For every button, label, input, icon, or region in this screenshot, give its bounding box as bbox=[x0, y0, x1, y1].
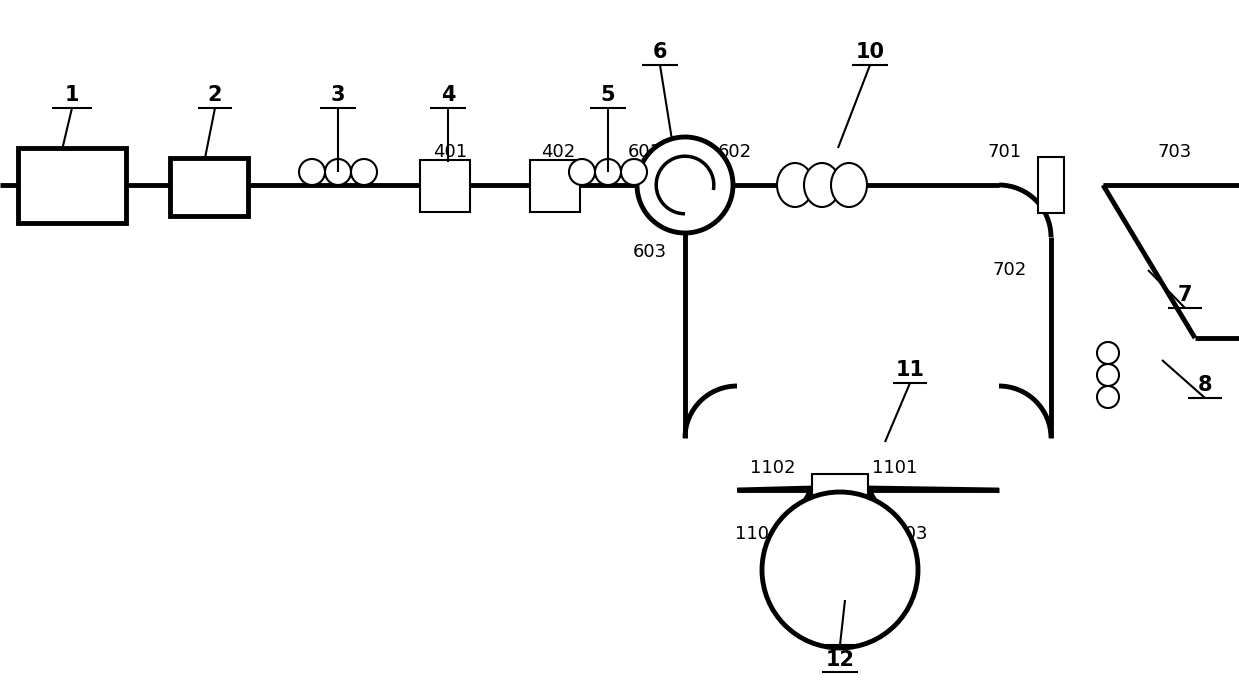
Circle shape bbox=[1097, 364, 1119, 386]
Circle shape bbox=[299, 159, 325, 185]
Circle shape bbox=[762, 492, 918, 648]
Text: 1103: 1103 bbox=[882, 525, 928, 543]
Text: 401: 401 bbox=[432, 143, 467, 161]
Text: 603: 603 bbox=[633, 243, 667, 261]
Circle shape bbox=[621, 159, 647, 185]
Circle shape bbox=[1097, 342, 1119, 364]
Bar bbox=[1038, 157, 1064, 213]
Text: 703: 703 bbox=[1158, 143, 1192, 161]
Text: 1102: 1102 bbox=[751, 459, 795, 477]
Text: 7: 7 bbox=[1178, 285, 1192, 305]
Bar bbox=[812, 474, 869, 502]
Text: 702: 702 bbox=[992, 261, 1027, 279]
Ellipse shape bbox=[831, 163, 867, 207]
Bar bbox=[170, 158, 248, 216]
Text: 601: 601 bbox=[628, 143, 662, 161]
Text: 4: 4 bbox=[441, 85, 455, 105]
Text: 2: 2 bbox=[208, 85, 222, 105]
Bar bbox=[420, 160, 470, 212]
Circle shape bbox=[569, 159, 595, 185]
Circle shape bbox=[1097, 386, 1119, 408]
Text: 1101: 1101 bbox=[872, 459, 918, 477]
Text: 701: 701 bbox=[987, 143, 1022, 161]
Circle shape bbox=[351, 159, 377, 185]
Ellipse shape bbox=[777, 163, 813, 207]
Text: 5: 5 bbox=[601, 85, 616, 105]
Text: 3: 3 bbox=[331, 85, 346, 105]
Circle shape bbox=[325, 159, 351, 185]
Text: 602: 602 bbox=[717, 143, 752, 161]
Text: 10: 10 bbox=[855, 42, 885, 62]
Text: 11: 11 bbox=[896, 360, 924, 380]
Text: 1104: 1104 bbox=[735, 525, 781, 543]
Ellipse shape bbox=[804, 163, 840, 207]
Text: 12: 12 bbox=[825, 650, 855, 670]
Text: 1: 1 bbox=[64, 85, 79, 105]
Text: 6: 6 bbox=[653, 42, 668, 62]
Circle shape bbox=[595, 159, 621, 185]
Circle shape bbox=[637, 137, 733, 233]
Bar bbox=[19, 148, 126, 223]
Text: 402: 402 bbox=[541, 143, 575, 161]
Bar bbox=[800, 566, 875, 592]
Bar bbox=[530, 160, 580, 212]
Text: 8: 8 bbox=[1198, 375, 1212, 395]
